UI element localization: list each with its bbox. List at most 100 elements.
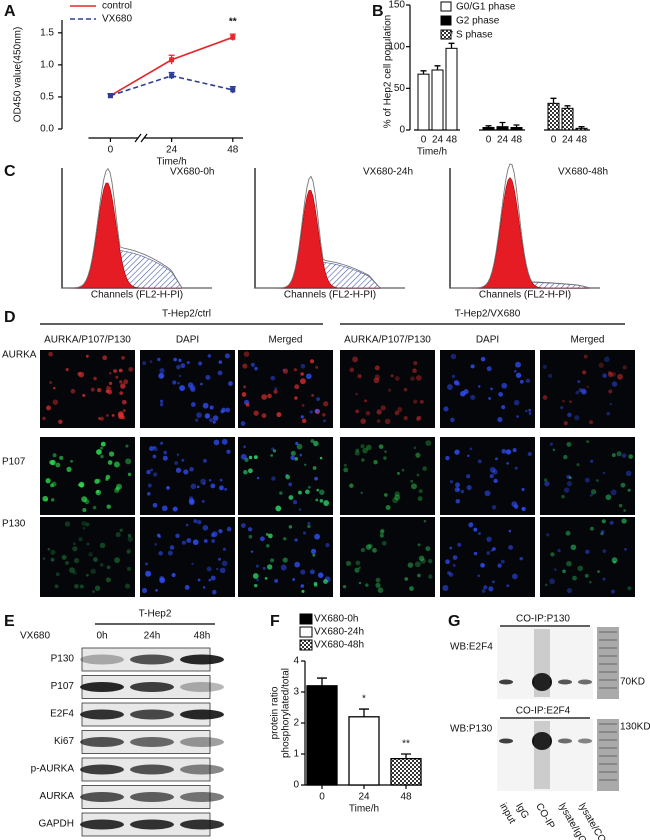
histogram-title: VX680-48h xyxy=(558,167,608,178)
y-tick-label: 1.0 xyxy=(40,60,54,71)
row-label: P107 xyxy=(2,457,26,468)
cell xyxy=(126,548,131,553)
legend-swatch xyxy=(299,613,313,625)
cell xyxy=(315,408,320,414)
bar xyxy=(417,73,430,131)
cell xyxy=(50,498,55,502)
cell xyxy=(73,542,76,546)
cell xyxy=(299,453,303,457)
cell xyxy=(397,406,403,413)
cell xyxy=(88,552,93,557)
cell xyxy=(301,418,307,424)
cell xyxy=(452,563,456,567)
cell xyxy=(176,364,181,370)
error-bar xyxy=(420,70,427,75)
cell xyxy=(302,531,307,535)
cell xyxy=(90,387,95,392)
cell xyxy=(418,489,423,494)
cell xyxy=(177,381,180,385)
cell xyxy=(65,368,69,372)
cell xyxy=(124,583,131,589)
micrograph xyxy=(40,437,135,515)
marker-lane xyxy=(597,627,619,699)
cell xyxy=(178,374,182,378)
cell xyxy=(202,586,206,589)
blot-band xyxy=(80,792,124,802)
cell xyxy=(484,490,491,497)
cell xyxy=(362,447,368,454)
cell xyxy=(492,547,496,551)
blot-band xyxy=(180,682,224,692)
cell xyxy=(250,362,255,367)
cell xyxy=(119,380,123,384)
cell xyxy=(562,569,566,574)
cell xyxy=(186,360,190,365)
cell xyxy=(121,399,127,405)
size-label: 130KD xyxy=(620,722,650,733)
cell xyxy=(595,479,599,483)
blot-band xyxy=(80,819,124,830)
cell xyxy=(519,556,523,561)
cell xyxy=(99,563,104,567)
histogram-x-label: Channels (FL2-H-PI) xyxy=(91,290,183,301)
cell xyxy=(108,372,112,375)
x-axis-label: Time/h xyxy=(349,804,379,815)
cell xyxy=(355,560,361,566)
blot-row-label: P130 xyxy=(51,654,75,665)
y-tick-label: 0 xyxy=(293,780,299,791)
cell xyxy=(172,380,177,385)
cell xyxy=(116,483,123,490)
cell xyxy=(583,354,588,359)
cell xyxy=(213,439,220,446)
point xyxy=(107,93,113,99)
cell xyxy=(451,374,456,379)
cell xyxy=(115,375,119,379)
cell xyxy=(508,529,512,533)
y-tick-label: 150 xyxy=(388,0,405,11)
cell xyxy=(106,385,111,391)
cell xyxy=(125,458,132,465)
bar xyxy=(445,47,458,131)
bar xyxy=(575,127,588,131)
cell xyxy=(380,405,386,411)
cell xyxy=(92,590,95,593)
cell xyxy=(466,484,472,491)
cell xyxy=(273,389,278,394)
cell xyxy=(410,479,414,483)
cell xyxy=(413,399,418,404)
histogram-outline xyxy=(255,175,405,289)
micrograph xyxy=(540,517,635,597)
cell xyxy=(360,491,363,495)
cell xyxy=(483,585,488,590)
cell xyxy=(404,577,408,581)
cell xyxy=(521,487,525,492)
column-label: AURKA/P107/P130 xyxy=(344,335,431,346)
group-title: T-Hep2/ctrl xyxy=(162,309,211,320)
cell xyxy=(394,376,400,381)
cell xyxy=(378,444,384,449)
cell xyxy=(92,505,97,510)
cell xyxy=(563,487,570,493)
cell xyxy=(155,589,158,592)
cell xyxy=(188,498,195,505)
cell xyxy=(144,562,149,566)
cell xyxy=(360,444,365,449)
cell xyxy=(313,581,318,586)
cell xyxy=(171,572,176,578)
cell xyxy=(272,449,277,453)
cell xyxy=(85,573,89,577)
cell xyxy=(261,394,268,400)
cell xyxy=(568,476,572,479)
cell xyxy=(567,412,572,418)
cell xyxy=(118,368,123,373)
cell xyxy=(446,384,453,390)
legend-swatch xyxy=(299,626,313,638)
cell xyxy=(310,548,317,554)
cell xyxy=(242,363,248,369)
cell xyxy=(488,586,494,592)
cell xyxy=(292,578,296,581)
cell xyxy=(115,532,121,538)
cell xyxy=(445,559,450,565)
cell xyxy=(575,390,580,395)
cell xyxy=(96,478,101,483)
